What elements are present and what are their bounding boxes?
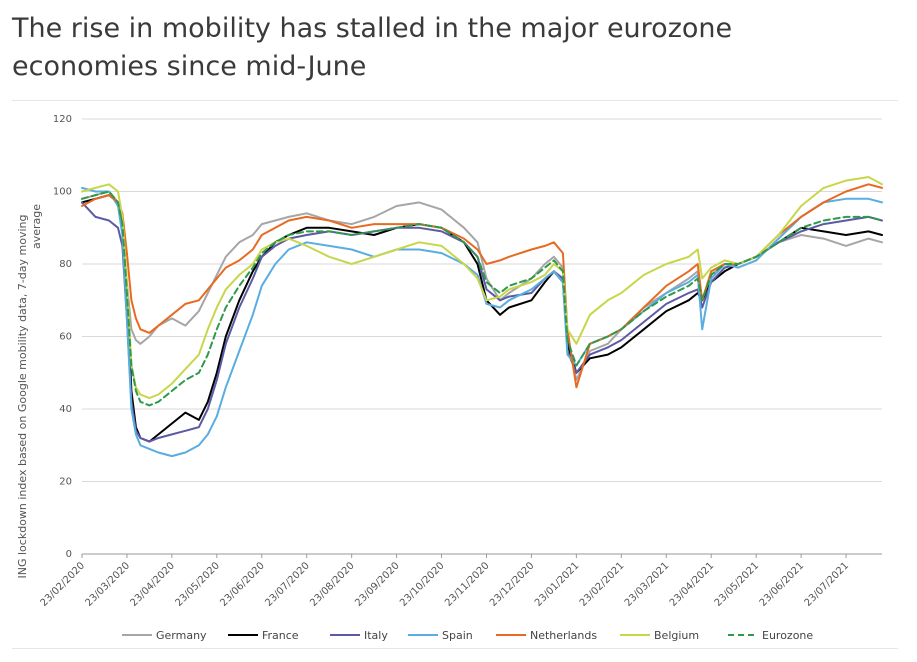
y-tick-label: 100 bbox=[53, 187, 72, 198]
y-axis-ticks: 0 20 40 60 80 100 120 bbox=[53, 114, 72, 560]
x-axis: 23/02/202023/03/202023/04/202023/05/2020… bbox=[39, 554, 852, 609]
x-tick-label: 23/03/2021 bbox=[623, 560, 672, 609]
x-tick-label: 23/04/2021 bbox=[668, 560, 717, 609]
legend-label-france: France bbox=[262, 629, 299, 642]
x-tick-label: 23/01/2021 bbox=[533, 560, 582, 609]
series-line-spain bbox=[81, 186, 883, 458]
y-tick-label: 40 bbox=[59, 404, 72, 415]
x-tick-label: 23/04/2020 bbox=[128, 560, 177, 609]
y-tick-label: 0 bbox=[66, 549, 72, 560]
x-tick-label: 23/10/2020 bbox=[398, 560, 447, 609]
x-tick-label: 23/05/2021 bbox=[713, 560, 762, 609]
y-tick-label: 20 bbox=[59, 477, 72, 488]
legend-label-germany: Germany bbox=[156, 629, 207, 642]
x-tick-label: 23/07/2020 bbox=[263, 560, 312, 609]
series-line-italy bbox=[81, 201, 883, 443]
series-line-france bbox=[81, 194, 883, 443]
bottom-divider bbox=[12, 648, 898, 649]
series-line-eurozone bbox=[81, 190, 883, 407]
y-tick-label: 120 bbox=[53, 114, 72, 125]
legend-label-italy: Italy bbox=[364, 629, 388, 642]
page-title: The rise in mobility has stalled in the … bbox=[12, 13, 733, 82]
x-tick-label: 23/06/2021 bbox=[758, 560, 807, 609]
legend: Germany France Italy Spain Netherlands Belgiu… bbox=[122, 629, 813, 642]
legend-label-spain: Spain bbox=[442, 629, 473, 642]
x-tick-label: 23/11/2020 bbox=[443, 560, 492, 609]
legend-label-eurozone: Eurozone bbox=[762, 629, 813, 642]
y-axis-label-line-1: ING lockdown index based on Google mobil… bbox=[16, 215, 29, 579]
x-tick-label: 23/12/2020 bbox=[488, 560, 537, 609]
x-tick-label: 23/09/2020 bbox=[353, 560, 402, 609]
legend-label-belgium: Belgium bbox=[654, 629, 699, 642]
top-divider bbox=[12, 100, 898, 101]
y-axis-label-line-2: average bbox=[30, 204, 43, 249]
x-tick-label: 23/06/2020 bbox=[218, 560, 267, 609]
x-tick-label: 23/02/2020 bbox=[39, 560, 88, 609]
y-tick-label: 80 bbox=[59, 259, 72, 270]
x-tick-label: 23/08/2020 bbox=[308, 560, 357, 609]
x-tick-label: 23/03/2020 bbox=[84, 560, 133, 609]
x-tick-label: 23/07/2021 bbox=[803, 560, 852, 609]
x-tick-label: 23/05/2020 bbox=[173, 560, 222, 609]
gridlines bbox=[82, 118, 882, 555]
legend-label-netherlands: Netherlands bbox=[530, 629, 597, 642]
x-tick-label: 23/02/2021 bbox=[578, 560, 627, 609]
series-lines bbox=[81, 176, 883, 458]
y-tick-label: 60 bbox=[59, 332, 72, 343]
series-line-belgium bbox=[81, 176, 883, 400]
